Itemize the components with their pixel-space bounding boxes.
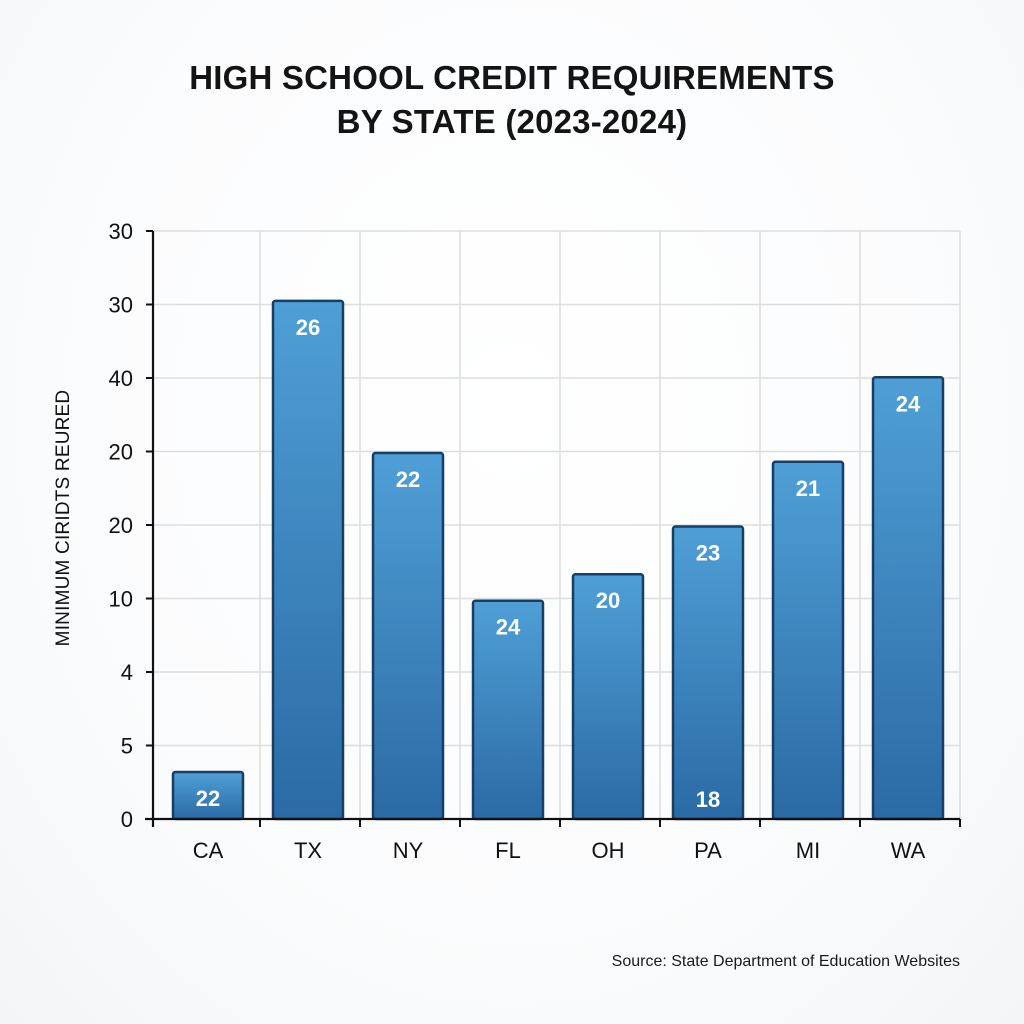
bar-value-label: 24: [496, 615, 521, 640]
bar-value-label: 26: [296, 315, 320, 340]
bar-tx: 26: [271, 299, 345, 821]
axes: [145, 231, 960, 827]
x-tick-label-tx: TX: [294, 838, 322, 863]
bar-value-label: 21: [796, 476, 820, 501]
x-tick-label-ca: CA: [193, 838, 224, 863]
bars: 22 26 22 24 20 23 18 21 24: [171, 299, 945, 821]
chart-title-line-1: HIGH SCHOOL CREDIT REQUIREMENTS: [189, 59, 835, 96]
bar-oh: 20: [571, 572, 645, 821]
y-tick-label: 20: [109, 513, 133, 538]
source-note: Source: State Department of Education We…: [611, 953, 960, 970]
bar-extra-label: 18: [696, 787, 720, 812]
y-tick-label: 5: [121, 734, 133, 759]
y-tick-label: 40: [109, 366, 133, 391]
x-axis-ticks: CA TX NY FL OH PA MI WA: [193, 819, 961, 863]
bar-ny: 22: [371, 451, 445, 821]
x-tick-label-ny: NY: [393, 838, 424, 863]
bar-mi: 21: [771, 460, 845, 821]
y-axis-ticks: 0 5 4 10 20 20 40 30 30: [109, 219, 153, 832]
y-tick-label: 30: [109, 219, 133, 244]
y-tick-label: 10: [109, 587, 133, 612]
x-tick-label-wa: WA: [891, 838, 926, 863]
x-tick-label-pa: PA: [694, 838, 722, 863]
bar-fl: 24: [471, 599, 545, 821]
chart-title-line-2: BY STATE (2023-2024): [336, 103, 688, 140]
y-tick-label: 20: [109, 440, 133, 465]
x-tick-label-oh: OH: [592, 838, 625, 863]
bar-value-label: 20: [596, 588, 620, 613]
y-tick-label: 0: [121, 807, 133, 832]
y-tick-label: 30: [109, 293, 133, 318]
bar-wa: 24: [871, 376, 945, 821]
bar-ca: 22: [171, 770, 245, 821]
bar-value-label: 22: [196, 786, 220, 811]
bar-value-label: 23: [696, 540, 720, 565]
bar-value-label: 22: [396, 467, 420, 492]
y-tick-label: 4: [121, 660, 133, 685]
chart-title: HIGH SCHOOL CREDIT REQUIREMENTS BY STATE…: [0, 56, 1024, 144]
bar-pa: 23 18: [671, 525, 745, 821]
x-tick-label-fl: FL: [495, 838, 521, 863]
bar-value-label: 24: [896, 391, 921, 416]
x-tick-label-mi: MI: [796, 838, 820, 863]
